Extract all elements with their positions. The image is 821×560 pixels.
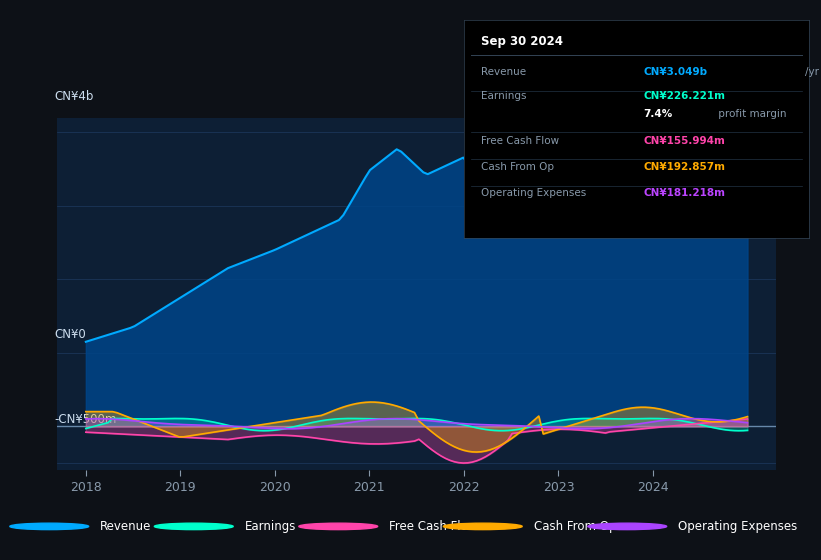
Text: Free Cash Flow: Free Cash Flow: [481, 136, 559, 146]
Text: 7.4%: 7.4%: [643, 109, 672, 119]
Text: CN¥181.218m: CN¥181.218m: [643, 188, 725, 198]
Text: Revenue: Revenue: [481, 67, 526, 77]
Text: CN¥4b: CN¥4b: [54, 91, 94, 104]
Text: -CN¥500m: -CN¥500m: [54, 413, 117, 426]
Text: Operating Expenses: Operating Expenses: [481, 188, 586, 198]
Circle shape: [299, 523, 378, 530]
Circle shape: [443, 523, 522, 530]
Text: Earnings: Earnings: [245, 520, 296, 533]
Text: CN¥155.994m: CN¥155.994m: [643, 136, 725, 146]
Text: CN¥192.857m: CN¥192.857m: [643, 162, 725, 172]
Text: CN¥226.221m: CN¥226.221m: [643, 91, 725, 101]
Circle shape: [10, 523, 89, 530]
Text: CN¥3.049b: CN¥3.049b: [643, 67, 708, 77]
Text: Revenue: Revenue: [100, 520, 152, 533]
Text: Free Cash Flow: Free Cash Flow: [389, 520, 478, 533]
Text: /yr: /yr: [805, 67, 819, 77]
Text: Operating Expenses: Operating Expenses: [678, 520, 797, 533]
Text: CN¥0: CN¥0: [54, 328, 85, 341]
Text: Earnings: Earnings: [481, 91, 526, 101]
Text: profit margin: profit margin: [715, 109, 787, 119]
Text: Cash From Op: Cash From Op: [481, 162, 554, 172]
Text: Cash From Op: Cash From Op: [534, 520, 616, 533]
Text: Sep 30 2024: Sep 30 2024: [481, 35, 563, 48]
Circle shape: [588, 523, 667, 530]
Circle shape: [154, 523, 233, 530]
